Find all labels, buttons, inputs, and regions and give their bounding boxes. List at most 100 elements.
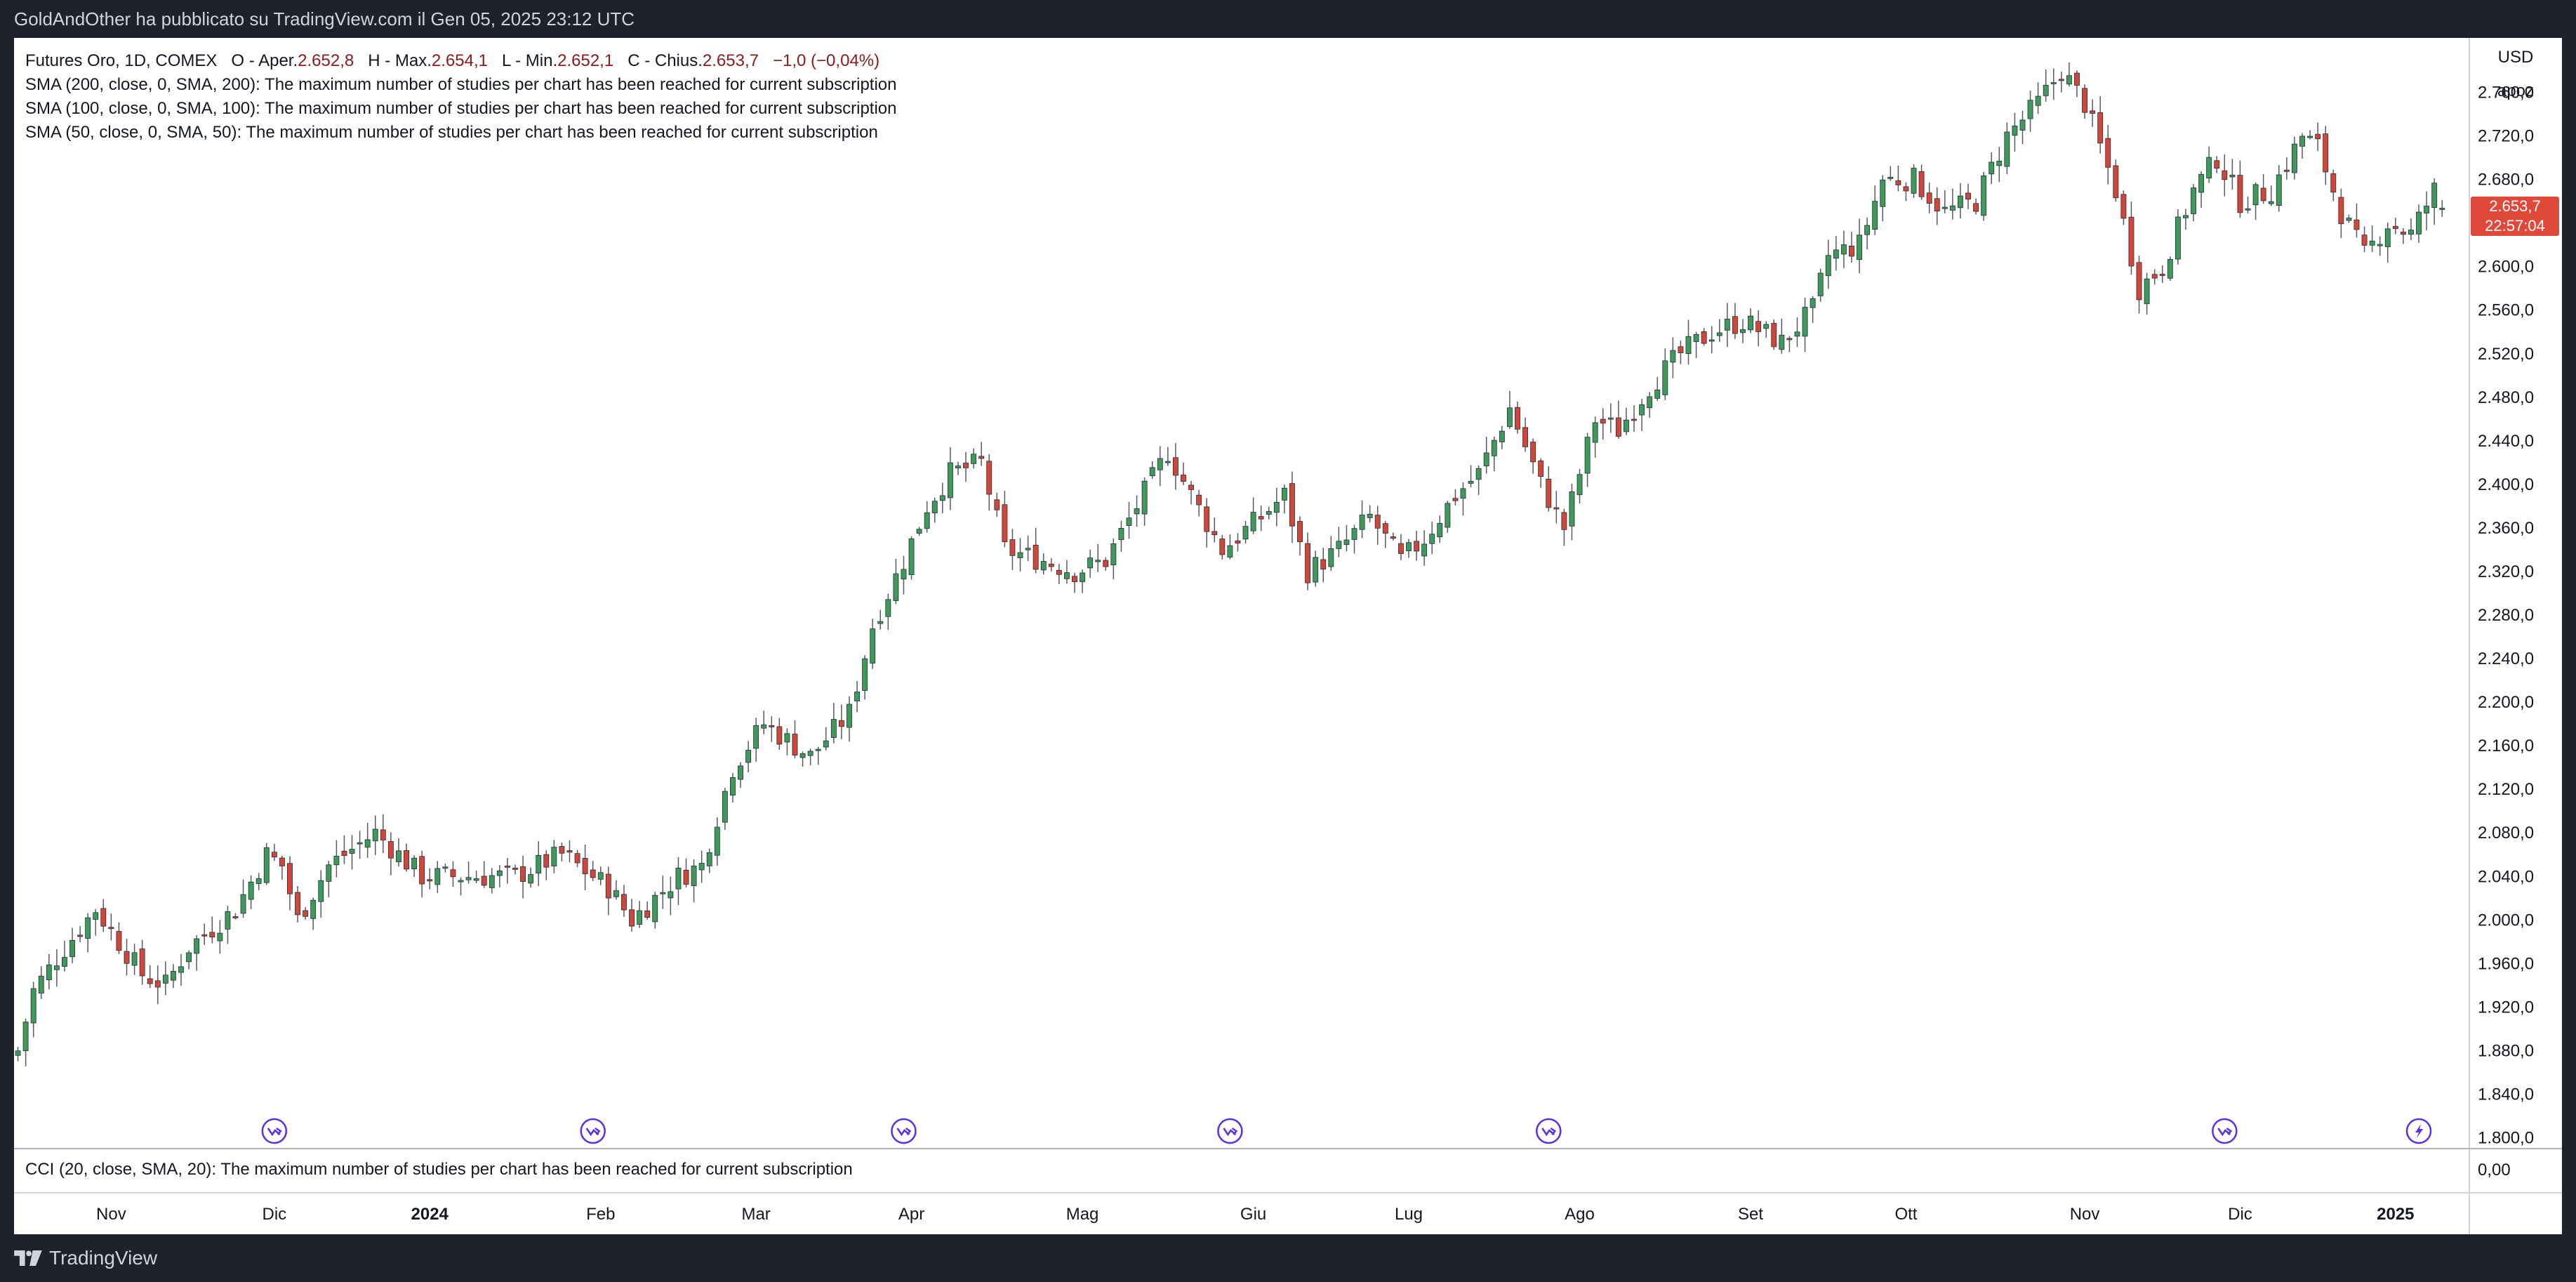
candle-body bbox=[1313, 557, 1319, 583]
x-tick-label: Ago bbox=[1565, 1205, 1595, 1224]
candle-body bbox=[2012, 125, 2018, 136]
candle-body bbox=[458, 880, 464, 883]
candle-body bbox=[1164, 461, 1171, 463]
candle-body bbox=[1546, 478, 1552, 508]
candle-body bbox=[1857, 234, 1862, 260]
candle-body bbox=[1437, 523, 1443, 538]
y-tick-label: 2.560,0 bbox=[2478, 301, 2534, 320]
candle-body bbox=[2424, 206, 2430, 214]
candle-body bbox=[2151, 274, 2158, 279]
candle-body bbox=[504, 865, 510, 868]
candle-body bbox=[2206, 157, 2212, 179]
candle-body bbox=[2245, 208, 2251, 211]
candle-body bbox=[2105, 138, 2111, 168]
candle-body bbox=[178, 966, 184, 973]
candle-body bbox=[1475, 468, 1482, 480]
candle-body bbox=[1188, 484, 1194, 490]
y-tick-label: 2.080,0 bbox=[2478, 824, 2534, 842]
candle-body bbox=[93, 912, 99, 920]
candle-body bbox=[2307, 136, 2313, 138]
candle-body bbox=[1095, 560, 1101, 562]
candle-body bbox=[729, 777, 736, 796]
tradingview-logo[interactable]: TradingView bbox=[14, 1247, 157, 1269]
study-sma50[interactable]: SMA (50, close, 0, SMA, 50): The maximum… bbox=[25, 123, 878, 142]
y-tick-label: 2.680,0 bbox=[2478, 171, 2534, 190]
candle-body bbox=[807, 751, 814, 756]
candle-body bbox=[1390, 536, 1396, 539]
low-value: 2.652,1 bbox=[557, 51, 614, 70]
candle-body bbox=[100, 908, 107, 927]
candle-body bbox=[691, 866, 697, 886]
candle-body bbox=[924, 512, 930, 529]
candle-body bbox=[489, 875, 495, 888]
candle-body bbox=[2004, 131, 2010, 167]
candle-body bbox=[1615, 417, 1621, 437]
candle-body bbox=[326, 864, 332, 882]
study-sma100[interactable]: SMA (100, close, 0, SMA, 100): The maxim… bbox=[25, 99, 897, 118]
candle-body bbox=[248, 881, 254, 900]
candle-body bbox=[124, 951, 130, 964]
footer-bar: TradingView bbox=[0, 1234, 2576, 1282]
candle-body bbox=[1468, 481, 1474, 484]
change-value: −1,0 (−0,04%) bbox=[773, 51, 880, 70]
study-sma200[interactable]: SMA (200, close, 0, SMA, 200): The maxim… bbox=[25, 75, 897, 94]
candle-body bbox=[1569, 491, 1575, 527]
candle-body bbox=[481, 875, 487, 886]
candle-body bbox=[310, 899, 317, 919]
candle-body bbox=[1748, 315, 1754, 331]
candle-body bbox=[1708, 339, 1715, 342]
candle-body bbox=[1343, 539, 1350, 546]
x-tick-label: Nov bbox=[2070, 1205, 2100, 1224]
candle-body bbox=[38, 975, 44, 994]
candle-body bbox=[637, 910, 643, 925]
candle-body bbox=[1499, 430, 1505, 442]
price-chart[interactable]: 1.800,0 1.840,0 1.880,0 1.920,0 1.960,0 2.000… bbox=[14, 38, 2562, 1234]
candle-body bbox=[1631, 418, 1637, 421]
candle-body bbox=[566, 850, 573, 853]
candle-body bbox=[1033, 544, 1039, 570]
candle-body bbox=[411, 857, 418, 869]
candle-body bbox=[372, 828, 378, 842]
candle-body bbox=[22, 1022, 29, 1052]
candle-body bbox=[1367, 513, 1373, 518]
candle-body bbox=[1973, 203, 1979, 212]
candle-body bbox=[955, 465, 961, 468]
candle-body bbox=[536, 855, 542, 874]
candle-body bbox=[1755, 321, 1762, 332]
cci-study-legend[interactable]: CCI (20, close, SMA, 20): The maximum nu… bbox=[25, 1160, 853, 1179]
candle-body bbox=[1872, 201, 1878, 230]
candle-body bbox=[543, 854, 550, 868]
candle-body bbox=[1196, 494, 1202, 505]
candle-body bbox=[1374, 515, 1381, 529]
arrow-glyph bbox=[896, 1127, 912, 1137]
candle-body bbox=[1647, 396, 1653, 409]
close-value: 2.653,7 bbox=[702, 51, 759, 70]
candle-body bbox=[660, 892, 666, 894]
candle-body bbox=[1981, 175, 1987, 216]
publisher-bar: GoldAndOther ha pubblicato su TradingVie… bbox=[0, 0, 2576, 38]
x-tick-label: Giu bbox=[1240, 1205, 1266, 1224]
candle-body bbox=[1009, 539, 1016, 556]
candle-body bbox=[2252, 184, 2259, 206]
candle-body bbox=[2082, 88, 2087, 113]
candle-body bbox=[1949, 205, 1956, 211]
y-tick-label: 2.360,0 bbox=[2478, 519, 2534, 538]
candle-body bbox=[1662, 360, 1668, 395]
candle-body bbox=[1266, 511, 1272, 515]
candle-body bbox=[1584, 437, 1591, 474]
candle-body bbox=[1235, 540, 1241, 544]
candle-body bbox=[263, 847, 270, 883]
currency-label[interactable]: USD bbox=[2497, 48, 2534, 67]
candle-body bbox=[722, 791, 728, 823]
candle-body bbox=[994, 499, 1000, 510]
candle-body bbox=[2043, 84, 2049, 96]
candle-body bbox=[2377, 244, 2383, 246]
chart-area[interactable]: 1.800,0 1.840,0 1.880,0 1.920,0 1.960,0 2.000… bbox=[14, 38, 2562, 1234]
ohlc-row: Futures Oro, 1D, COMEX O - Aper.2.652,8 … bbox=[25, 49, 896, 73]
candle-body bbox=[2198, 173, 2205, 193]
candle-body bbox=[2400, 232, 2406, 235]
candle-body bbox=[963, 463, 969, 468]
candle-body bbox=[1624, 419, 1629, 432]
last-price-tag: 2.653,7 22:57:04 bbox=[2471, 197, 2559, 237]
candle-body bbox=[1701, 331, 1707, 344]
